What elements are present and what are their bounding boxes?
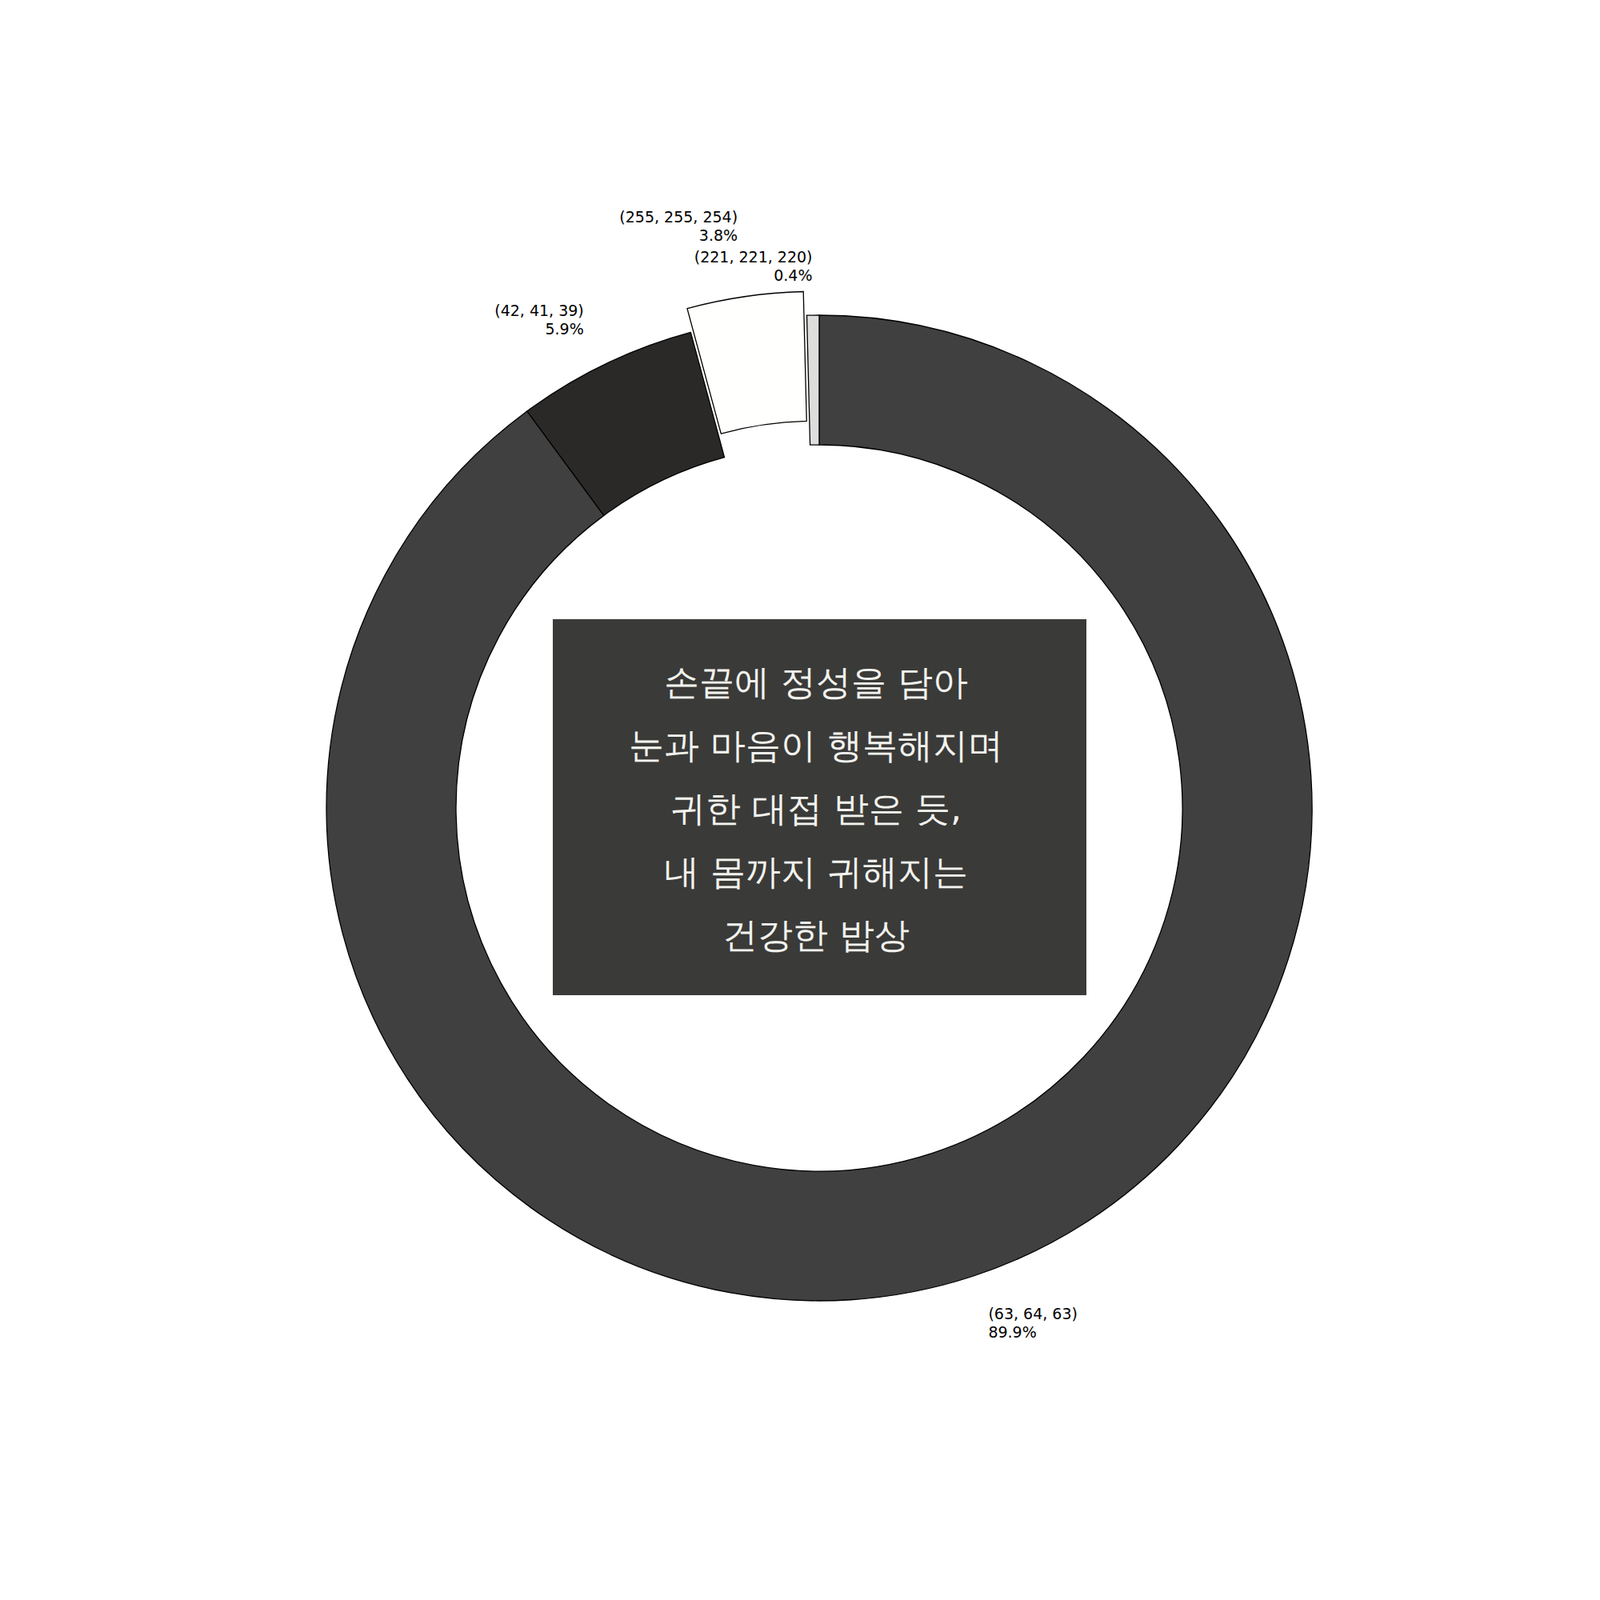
data-label: 3.8% (699, 226, 738, 244)
labels: (63, 64, 63)89.9% (42, 41, 39)5.9% (255, 2… (494, 208, 1078, 1341)
slice (527, 332, 725, 516)
center-text: 귀한 대접 받은 듯, (670, 788, 962, 829)
center-text: 건강한 밥상 (722, 914, 910, 956)
data-label: 0.4% (773, 266, 812, 284)
data-label: 5.9% (544, 320, 584, 338)
center-text: 손끝에 정성을 담아 (664, 661, 968, 703)
slice (326, 315, 1312, 1301)
center-text: 눈과 마음이 행복해지며 (628, 724, 1004, 766)
center-text: 내 몸까지 귀해지는 (664, 851, 968, 892)
slice-label: (42, 41, 39) (494, 301, 584, 320)
donut: 손끝에 정성을 담아눈과 마음이 행복해지며귀한 대접 받은 듯, 내 몸까지 귀… (326, 208, 1312, 1341)
slice-label: (255, 255, 254) (619, 208, 738, 226)
slice-label: (221, 221, 220) (694, 248, 813, 266)
center-panel: 손끝에 정성을 담아눈과 마음이 행복해지며귀한 대접 받은 듯, 내 몸까지 귀… (552, 619, 1087, 996)
slice-label: (63, 64, 63) (988, 1304, 1078, 1323)
slices (326, 292, 1312, 1301)
slice (807, 315, 820, 445)
chart: 손끝에 정성을 담아눈과 마음이 행복해지며귀한 대접 받은 듯, 내 몸까지 귀… (0, 0, 1600, 1600)
center-image (552, 619, 1087, 996)
data-label: 89.9% (988, 1323, 1036, 1341)
slice (687, 292, 807, 435)
